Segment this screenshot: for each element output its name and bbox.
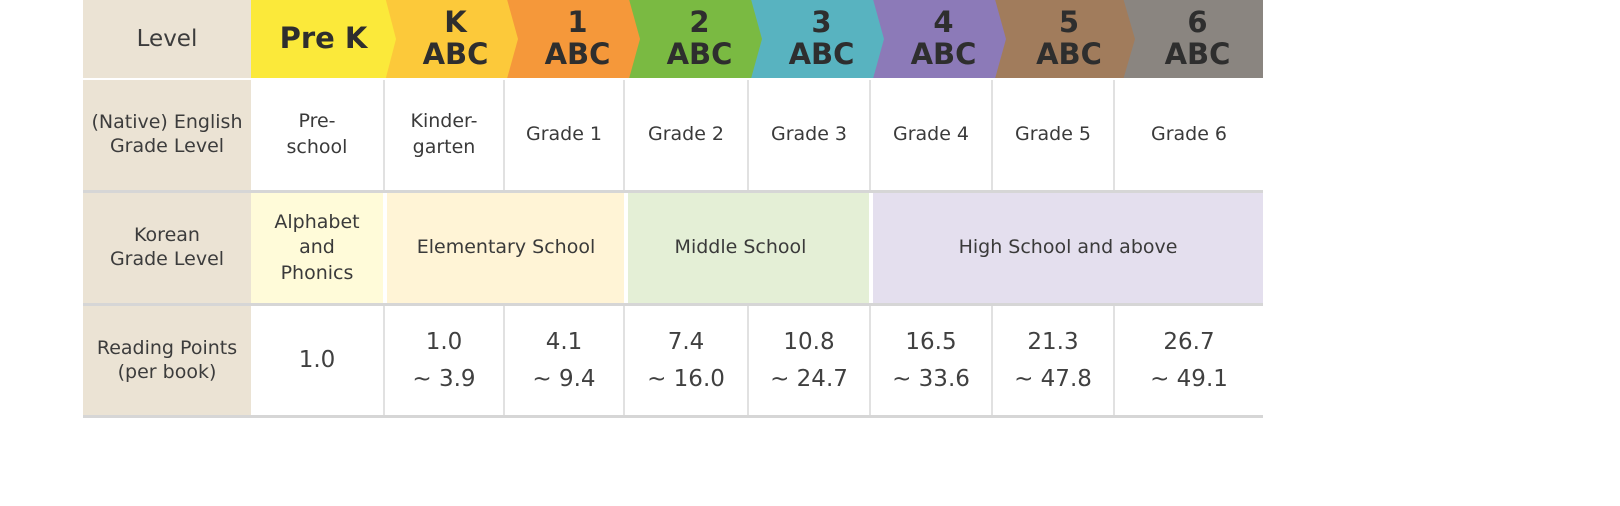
level-4-chevron: 4 ABC <box>871 0 1006 78</box>
level-4-abc: ABC <box>910 37 977 71</box>
reading-points-text: 1.0 ~ 3.9 <box>412 328 476 392</box>
level-6-chevron: 6 ABC <box>1122 0 1263 78</box>
level-k-chevron: K ABC <box>383 0 518 78</box>
column-divider <box>991 306 993 415</box>
native-grade-text: Grade 2 <box>647 123 725 146</box>
level-1-chevron: 1 ABC <box>505 0 640 78</box>
native-grade-row-header-label: (Native) English Grade Level <box>91 111 243 157</box>
reading-points-cell: 10.8 ~ 24.7 <box>749 306 869 415</box>
korean-grade-elementary: Elementary School <box>387 193 625 303</box>
native-grade-cell: Grade 6 <box>1115 80 1263 190</box>
column-divider <box>1113 306 1115 415</box>
column-divider <box>503 80 505 190</box>
korean-grade-row-header-label: Korean Grade Level <box>109 224 225 270</box>
level-1-abc: ABC <box>544 37 611 71</box>
korean-grade-text: Alphabet and Phonics <box>274 210 360 284</box>
reading-points-cell: 26.7 ~ 49.1 <box>1115 306 1263 415</box>
native-grade-cell: Grade 3 <box>749 80 869 190</box>
column-divider <box>623 80 625 190</box>
reading-points-cell: 7.4 ~ 16.0 <box>625 306 747 415</box>
native-grade-text: Grade 5 <box>1014 123 1092 146</box>
korean-grade-high: High School and above <box>873 193 1263 303</box>
level-2-number: 2 <box>689 5 710 40</box>
column-divider <box>503 306 505 415</box>
reading-points-cell: 16.5 ~ 33.6 <box>871 306 991 415</box>
native-grade-cell: Grade 5 <box>993 80 1113 190</box>
level-4-number: 4 <box>933 5 954 40</box>
reading-points-cell: 4.1 ~ 9.4 <box>505 306 623 415</box>
level-k-number: K <box>444 5 467 40</box>
level-row-header: Level <box>83 0 251 78</box>
level-2-abc: ABC <box>666 37 733 71</box>
level-5-chevron: 5 ABC <box>993 0 1135 78</box>
reading-points-text: 26.7 ~ 49.1 <box>1150 328 1228 392</box>
native-grade-text: Grade 6 <box>1150 123 1228 146</box>
korean-band-divider <box>383 193 387 303</box>
level-pre-k-label: Pre K <box>279 21 368 56</box>
column-divider <box>869 80 871 190</box>
reading-points-cell: 21.3 ~ 47.8 <box>993 306 1113 415</box>
reading-points-text: 21.3 ~ 47.8 <box>1014 328 1092 392</box>
reading-points-row-header-label: Reading Points (per book) <box>96 336 238 383</box>
native-grade-text: Kinder- garten <box>410 110 478 158</box>
column-divider <box>383 306 385 415</box>
column-divider <box>1113 80 1115 190</box>
row-divider <box>83 303 1263 306</box>
column-divider <box>623 306 625 415</box>
reading-level-table: Level (Native) English Grade Level Korea… <box>83 0 1263 418</box>
native-grade-cell: Kinder- garten <box>385 80 503 190</box>
native-grade-row-header: (Native) English Grade Level <box>83 80 251 190</box>
column-divider <box>747 80 749 190</box>
reading-points-row-header: Reading Points (per book) <box>83 306 251 415</box>
korean-grade-text: High School and above <box>958 236 1178 259</box>
column-divider <box>869 306 871 415</box>
column-divider <box>383 80 385 190</box>
korean-band-divider <box>869 193 873 303</box>
reading-points-cell: 1.0 ~ 3.9 <box>385 306 503 415</box>
native-grade-cell: Grade 4 <box>871 80 991 190</box>
korean-grade-row-header: Korean Grade Level <box>83 193 251 303</box>
level-1-number: 1 <box>567 5 588 40</box>
level-6-abc: ABC <box>1164 37 1231 71</box>
column-divider <box>747 306 749 415</box>
native-grade-cell: Grade 1 <box>505 80 623 190</box>
native-grade-text: Grade 1 <box>525 123 603 146</box>
reading-points-text: 16.5 ~ 33.6 <box>892 328 970 392</box>
level-3-number: 3 <box>811 5 832 40</box>
native-grade-cell: Grade 2 <box>625 80 747 190</box>
level-2-chevron: 2 ABC <box>627 0 762 78</box>
table-bottom-border <box>83 415 1263 418</box>
native-grade-text: Grade 3 <box>770 123 848 146</box>
native-grade-text: Grade 4 <box>892 123 970 146</box>
reading-points-text: 7.4 ~ 16.0 <box>647 328 725 392</box>
korean-grade-alphabet-phonics: Alphabet and Phonics <box>251 193 383 303</box>
level-5-number: 5 <box>1058 5 1080 40</box>
korean-grade-text: Middle School <box>674 236 807 259</box>
column-divider <box>991 80 993 190</box>
korean-band-divider <box>624 193 628 303</box>
korean-grade-middle: Middle School <box>628 193 869 303</box>
native-grade-cell: Pre- school <box>251 80 383 190</box>
level-5-abc: ABC <box>1036 37 1102 71</box>
native-grade-text: Pre- school <box>286 110 348 158</box>
reading-points-text: 4.1 ~ 9.4 <box>532 328 596 392</box>
level-row-header-label: Level <box>136 25 198 52</box>
level-k-abc: ABC <box>422 37 489 71</box>
level-pre-k-chevron: Pre K <box>251 0 396 78</box>
level-3-chevron: 3 ABC <box>749 0 884 78</box>
reading-points-text: 10.8 ~ 24.7 <box>770 328 848 392</box>
reading-points-text: 1.0 <box>298 347 336 374</box>
level-6-number: 6 <box>1187 5 1208 40</box>
korean-grade-text: Elementary School <box>416 236 596 259</box>
level-3-abc: ABC <box>788 37 855 71</box>
reading-points-cell: 1.0 <box>251 306 383 415</box>
row-divider <box>83 190 1263 193</box>
